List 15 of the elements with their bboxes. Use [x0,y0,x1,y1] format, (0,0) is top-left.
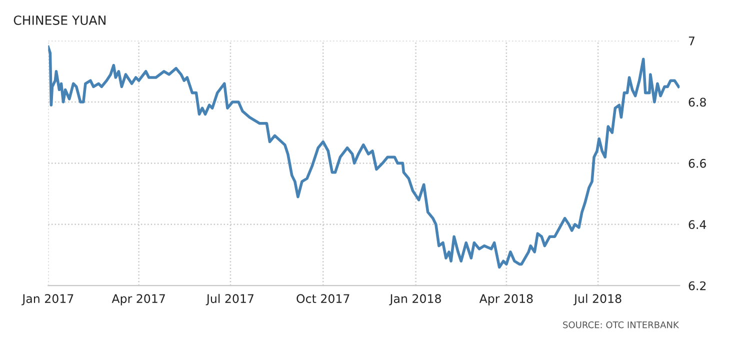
x-tick-label: Jul 2018 [573,294,622,306]
y-tick-label: 6.2 [688,281,706,290]
x-tick-label: Apr 2018 [479,294,533,306]
y-tick-label: 6.6 [688,158,706,168]
y-tick-label: 6.4 [688,220,706,230]
x-tick-label: Apr 2017 [112,294,165,306]
y-tick-label: 7 [688,36,694,46]
line-series [48,46,680,269]
source-note: SOURCE: OTC INTERBANK [563,321,680,328]
x-tick-label: Jul 2017 [206,294,254,306]
x-tick-label: Jan 2018 [389,294,441,306]
chart-title: CHINESE YUAN [14,16,106,25]
y-tick-label: 6.8 [688,98,706,107]
x-tick-label: Oct 2017 [296,294,350,304]
x-tick-label: Jan 2017 [22,294,74,306]
